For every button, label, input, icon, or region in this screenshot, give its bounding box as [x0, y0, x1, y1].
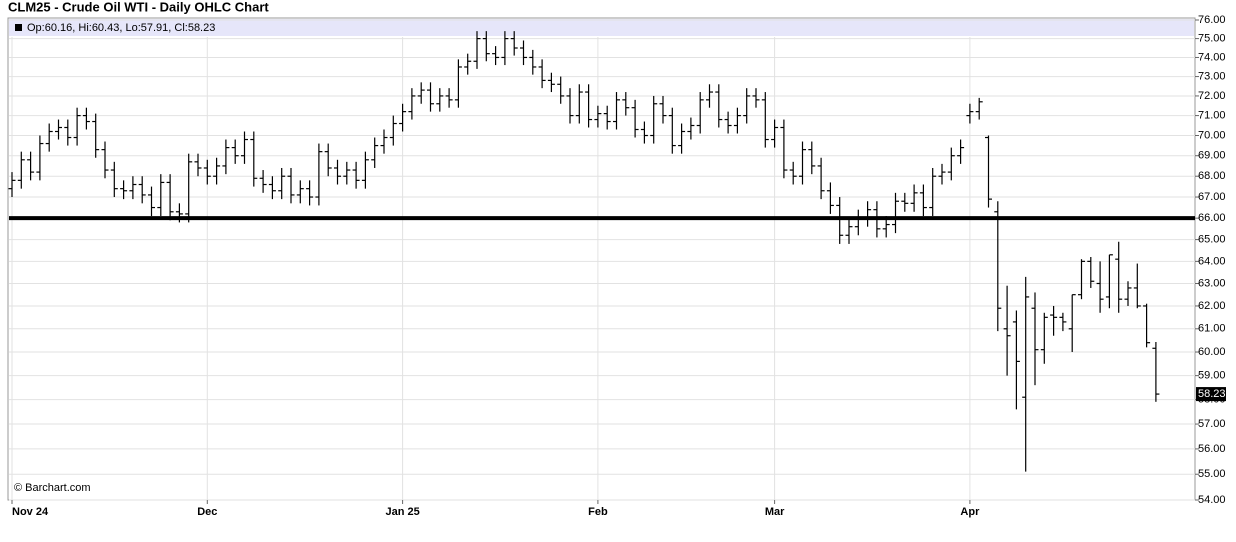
plot-frame	[7, 17, 1196, 501]
y-tick-label: 54.00	[1198, 494, 1226, 506]
y-tick-label: 70.00	[1198, 129, 1226, 141]
y-tick-label: 67.00	[1198, 191, 1226, 203]
y-tick-label: 74.00	[1198, 51, 1226, 63]
chart-title: CLM25 - Crude Oil WTI - Daily OHLC Chart	[8, 0, 269, 14]
y-tick-label: 55.00	[1198, 468, 1226, 480]
header-values: Op:60.16, Hi:60.43, Lo:57.91, Cl:58.23	[27, 22, 215, 34]
y-tick-label: 59.00	[1198, 370, 1226, 382]
x-tick-label: Apr	[960, 506, 980, 518]
y-tick-label: 57.00	[1198, 418, 1226, 430]
y-tick-label: 68.00	[1198, 170, 1226, 182]
watermark: © Barchart.com	[14, 482, 91, 494]
y-tick-label: 61.00	[1198, 323, 1226, 335]
y-tick-label: 76.00	[1198, 14, 1226, 26]
y-tick-label: 62.00	[1198, 300, 1226, 312]
header-strip	[9, 19, 1194, 36]
y-tick-label: 75.00	[1198, 33, 1226, 45]
x-tick-label: Jan 25	[385, 506, 419, 518]
last-price-box	[1196, 387, 1226, 402]
y-tick-label: 73.00	[1198, 70, 1226, 82]
y-tick-label: 56.00	[1198, 443, 1226, 455]
x-tick-label: Nov 24	[12, 506, 49, 518]
last-price-label: 58.23	[1198, 388, 1226, 400]
y-tick-label: 71.00	[1198, 109, 1226, 121]
y-tick-label: 65.00	[1198, 234, 1226, 246]
y-tick-label: 63.00	[1198, 277, 1226, 289]
x-tick-label: Dec	[197, 506, 217, 518]
x-tick-label: Mar	[765, 506, 785, 518]
y-tick-label: 64.00	[1198, 255, 1226, 267]
y-tick-label: 60.00	[1198, 346, 1226, 358]
y-tick-label: 69.00	[1198, 150, 1226, 162]
y-tick-label: 72.00	[1198, 90, 1226, 102]
y-tick-label: 66.00	[1198, 212, 1226, 224]
x-tick-label: Feb	[588, 506, 608, 518]
header-swatch	[15, 24, 22, 31]
